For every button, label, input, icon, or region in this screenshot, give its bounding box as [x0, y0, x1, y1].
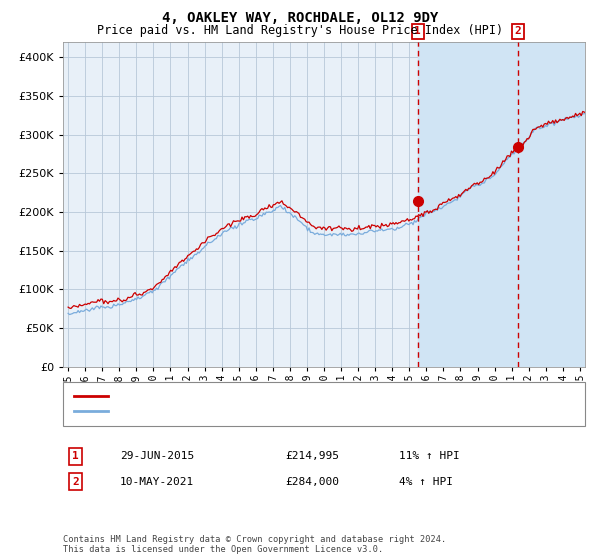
Text: 29-JUN-2015: 29-JUN-2015	[120, 451, 194, 461]
Text: 10-MAY-2021: 10-MAY-2021	[120, 477, 194, 487]
Text: 4, OAKLEY WAY, ROCHDALE, OL12 9DY (detached house): 4, OAKLEY WAY, ROCHDALE, OL12 9DY (detac…	[114, 391, 439, 402]
Text: £214,995: £214,995	[285, 451, 339, 461]
Text: 1: 1	[72, 451, 79, 461]
Text: 4% ↑ HPI: 4% ↑ HPI	[399, 477, 453, 487]
Text: 1: 1	[415, 26, 421, 36]
Text: Contains HM Land Registry data © Crown copyright and database right 2024.
This d: Contains HM Land Registry data © Crown c…	[63, 535, 446, 554]
Text: 2: 2	[72, 477, 79, 487]
Text: 4, OAKLEY WAY, ROCHDALE, OL12 9DY: 4, OAKLEY WAY, ROCHDALE, OL12 9DY	[162, 11, 438, 25]
Text: HPI: Average price, detached house, Rochdale: HPI: Average price, detached house, Roch…	[114, 406, 400, 416]
Text: Price paid vs. HM Land Registry's House Price Index (HPI): Price paid vs. HM Land Registry's House …	[97, 24, 503, 36]
Bar	[418, 42, 589, 367]
Text: 11% ↑ HPI: 11% ↑ HPI	[399, 451, 460, 461]
Text: 2: 2	[514, 26, 521, 36]
Text: £284,000: £284,000	[285, 477, 339, 487]
